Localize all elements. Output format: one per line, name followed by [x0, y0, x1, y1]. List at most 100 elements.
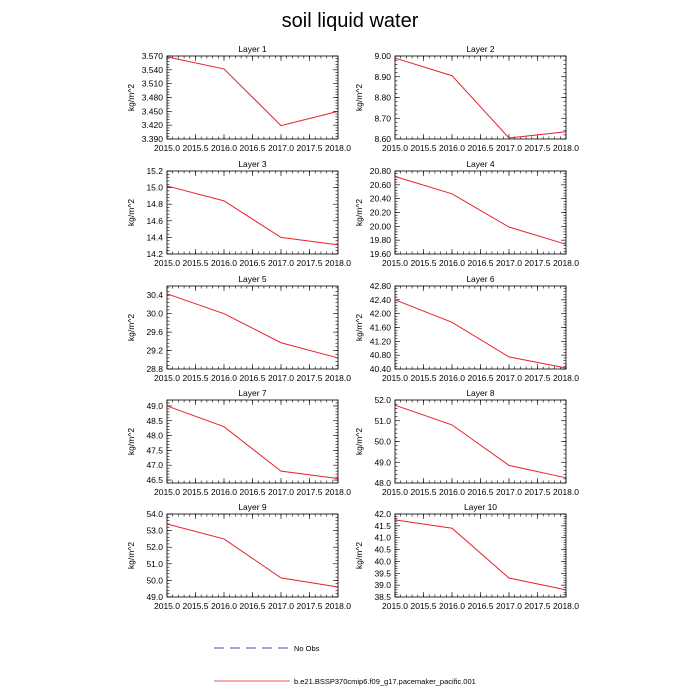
x-tick-label: 2018.0	[325, 373, 351, 383]
y-tick-label: 30.0	[146, 309, 163, 319]
y-tick-label: 19.60	[370, 249, 392, 259]
y-tick-label: 54.0	[146, 509, 163, 519]
x-tick-label: 2015.5	[411, 373, 437, 383]
y-tick-label: 41.20	[370, 336, 392, 346]
y-tick-label: 14.8	[146, 199, 163, 209]
y-tick-label: 14.4	[146, 232, 163, 242]
x-tick-label: 2017.5	[297, 487, 323, 497]
plot-frame	[394, 399, 567, 484]
x-tick-label: 2015.0	[154, 373, 180, 383]
x-tick-label: 2016.5	[468, 258, 494, 268]
y-tick-label: 3.540	[142, 65, 164, 75]
x-tick-label: 2016.5	[468, 373, 494, 383]
series-line	[394, 299, 567, 369]
y-tick-label: 48.0	[374, 478, 391, 488]
y-tick-label: 30.4	[146, 290, 163, 300]
x-tick-label: 2016.5	[240, 143, 266, 153]
y-axis-label: kg/m^2	[354, 428, 364, 455]
x-tick-label: 2015.0	[154, 143, 180, 153]
x-tick-label: 2015.5	[411, 143, 437, 153]
plot-frame	[394, 170, 567, 255]
y-tick-label: 50.0	[374, 437, 391, 447]
x-tick-label: 2016.0	[211, 373, 237, 383]
x-tick-label: 2015.0	[382, 601, 408, 611]
plot-frame	[394, 513, 567, 598]
x-tick-label: 2015.5	[411, 258, 437, 268]
panel-title: Layer 5	[238, 274, 267, 284]
x-tick-label: 2015.0	[382, 487, 408, 497]
y-tick-label: 20.40	[370, 194, 392, 204]
y-tick-label: 42.40	[370, 295, 392, 305]
panel-title: Layer 6	[466, 274, 495, 284]
x-tick-label: 2017.0	[268, 258, 294, 268]
x-tick-label: 2018.0	[325, 487, 351, 497]
plot-frame	[394, 55, 567, 140]
y-tick-label: 14.2	[146, 249, 163, 259]
x-tick-label: 2018.0	[325, 258, 351, 268]
x-tick-label: 2015.5	[183, 487, 209, 497]
x-tick-label: 2018.0	[553, 143, 579, 153]
series-line	[166, 523, 339, 588]
y-tick-label: 47.5	[146, 445, 163, 455]
y-tick-label: 3.420	[142, 120, 164, 130]
x-tick-label: 2018.0	[553, 487, 579, 497]
y-tick-label: 8.90	[374, 72, 391, 82]
panel-title: Layer 7	[238, 388, 267, 398]
series-line	[166, 56, 339, 127]
y-tick-label: 40.0	[374, 556, 391, 566]
y-tick-label: 51.0	[146, 559, 163, 569]
y-tick-label: 28.8	[146, 364, 163, 374]
y-tick-label: 20.20	[370, 208, 392, 218]
y-axis-label: kg/m^2	[354, 199, 364, 226]
plot-frame	[166, 513, 339, 598]
y-tick-label: 20.80	[370, 166, 392, 176]
x-tick-label: 2015.0	[382, 143, 408, 153]
x-tick-label: 2017.5	[525, 143, 551, 153]
y-tick-label: 29.6	[146, 327, 163, 337]
y-tick-label: 14.6	[146, 216, 163, 226]
x-tick-label: 2016.5	[468, 601, 494, 611]
x-tick-label: 2017.5	[525, 601, 551, 611]
x-tick-label: 2015.0	[154, 258, 180, 268]
x-tick-label: 2016.5	[240, 373, 266, 383]
y-tick-label: 41.5	[374, 521, 391, 531]
x-tick-label: 2016.0	[439, 143, 465, 153]
y-tick-label: 47.0	[146, 460, 163, 470]
y-tick-label: 8.60	[374, 134, 391, 144]
plot-frame	[166, 55, 339, 140]
y-tick-label: 15.0	[146, 183, 163, 193]
x-tick-label: 2015.5	[411, 487, 437, 497]
panel-title: Layer 2	[466, 44, 495, 54]
y-tick-label: 51.0	[374, 416, 391, 426]
series-line	[166, 185, 339, 246]
x-tick-label: 2015.5	[183, 258, 209, 268]
series-line	[166, 293, 339, 359]
x-tick-label: 2016.5	[240, 258, 266, 268]
y-tick-label: 3.480	[142, 93, 164, 103]
x-tick-label: 2016.0	[439, 373, 465, 383]
y-tick-label: 38.5	[374, 592, 391, 602]
x-tick-label: 2017.0	[268, 373, 294, 383]
y-tick-label: 39.5	[374, 568, 391, 578]
y-tick-label: 3.510	[142, 79, 164, 89]
legend: No Obs b.e21.BSSP370cmip6.f09_g17.pacema…	[214, 644, 476, 686]
x-tick-label: 2016.5	[468, 487, 494, 497]
x-tick-label: 2016.5	[468, 143, 494, 153]
x-tick-label: 2017.5	[525, 373, 551, 383]
y-tick-label: 52.0	[374, 395, 391, 405]
x-tick-label: 2017.5	[525, 258, 551, 268]
series-line	[394, 176, 567, 245]
y-tick-label: 39.0	[374, 580, 391, 590]
x-tick-label: 2016.0	[439, 258, 465, 268]
y-tick-label: 8.80	[374, 93, 391, 103]
series-line	[394, 404, 567, 479]
x-tick-label: 2017.0	[496, 143, 522, 153]
